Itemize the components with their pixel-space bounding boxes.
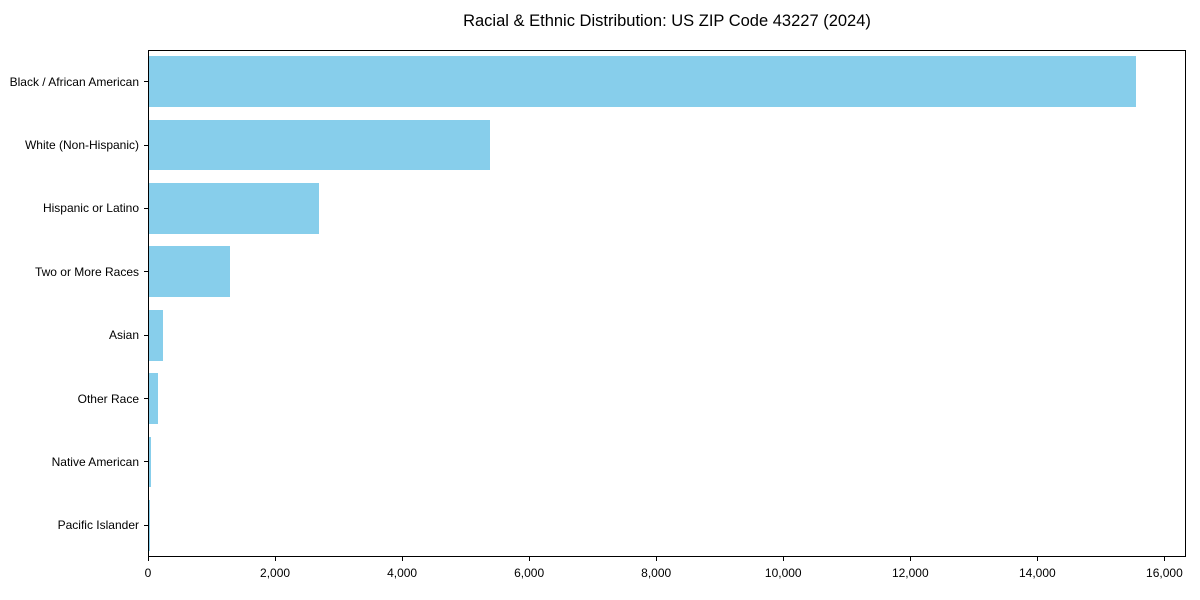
bar bbox=[149, 246, 230, 298]
x-axis-tick bbox=[655, 557, 657, 561]
x-tick-label: 12,000 bbox=[891, 566, 929, 580]
x-axis-tick bbox=[1036, 557, 1038, 561]
x-tick-label: 14,000 bbox=[1018, 566, 1056, 580]
y-axis-tick bbox=[144, 524, 148, 526]
bar bbox=[149, 119, 491, 171]
y-tick-label: Two or More Races bbox=[34, 264, 139, 279]
y-axis-tick bbox=[144, 334, 148, 336]
chart-title: Racial & Ethnic Distribution: US ZIP Cod… bbox=[463, 12, 871, 30]
bar bbox=[149, 309, 164, 361]
y-tick-label: Native American bbox=[51, 454, 139, 469]
y-axis-tick bbox=[144, 144, 148, 146]
bar bbox=[149, 436, 151, 488]
x-axis-tick bbox=[147, 557, 149, 561]
y-tick-label: White (Non-Hispanic) bbox=[24, 138, 139, 153]
y-tick-label: Hispanic or Latino bbox=[42, 201, 139, 216]
y-axis-tick bbox=[144, 207, 148, 209]
x-tick-label: 8,000 bbox=[641, 566, 672, 580]
y-axis-tick bbox=[144, 271, 148, 273]
x-tick-label: 2,000 bbox=[260, 566, 291, 580]
x-axis-tick bbox=[782, 557, 784, 561]
y-tick-label: Other Race bbox=[77, 391, 139, 406]
plot-area bbox=[148, 50, 1186, 557]
bar bbox=[149, 56, 1136, 108]
x-axis-tick bbox=[274, 557, 276, 561]
y-tick-label: Asian bbox=[108, 328, 139, 343]
y-axis-tick bbox=[144, 81, 148, 83]
x-tick-label: 4,000 bbox=[387, 566, 418, 580]
bar bbox=[149, 183, 319, 234]
x-axis-tick bbox=[401, 557, 403, 561]
x-tick-label: 6,000 bbox=[514, 566, 545, 580]
x-axis-tick bbox=[909, 557, 911, 561]
x-axis-tick bbox=[528, 557, 530, 561]
y-tick-label: Black / African American bbox=[9, 74, 139, 89]
x-axis-tick bbox=[1163, 557, 1165, 561]
y-axis-tick bbox=[144, 398, 148, 400]
bar bbox=[149, 373, 158, 424]
x-tick-label: 16,000 bbox=[1146, 566, 1183, 580]
x-tick-label: 0 bbox=[144, 566, 152, 580]
x-tick-label: 10,000 bbox=[764, 566, 802, 580]
y-tick-label: Pacific Islander bbox=[57, 518, 139, 533]
y-axis-tick bbox=[144, 461, 148, 463]
